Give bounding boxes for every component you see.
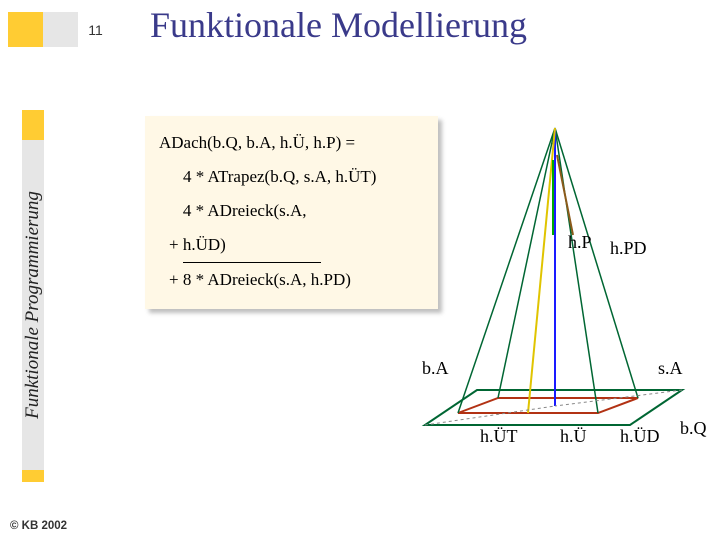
- edge-2: [555, 128, 598, 413]
- base-inner: [458, 398, 638, 413]
- slide-number: 11: [78, 12, 113, 47]
- formula-box: ADach(b.Q, b.A, h.Ü, h.P) = 4 * ATrapez(…: [145, 116, 438, 309]
- lbl-bA: b.A: [422, 358, 449, 378]
- lbl-hPD: h.PD: [610, 238, 647, 258]
- lbl-bQ: b.Q: [680, 418, 707, 438]
- copyright-footer: © KB 2002: [10, 520, 67, 532]
- sidebar-accent-bottom: [22, 470, 44, 482]
- corner-color-b: [43, 12, 78, 47]
- hPD-mark: [557, 155, 573, 235]
- lbl-hUE: h.Ü: [560, 426, 587, 446]
- lbl-sA: s.A: [658, 358, 683, 378]
- formula-line-3: + 4 * ADreieck(s.A, h.ÜD): [159, 194, 424, 263]
- corner-color-a: [8, 12, 43, 47]
- lbl-hP: h.P: [568, 232, 592, 252]
- page-title: Funktionale Modellierung: [150, 4, 527, 46]
- sidebar-accent-top: [22, 110, 44, 140]
- height-hUET: [528, 128, 555, 413]
- guide-1: [425, 406, 555, 425]
- edge-1: [458, 128, 555, 413]
- sidebar-label: Funktionale Programmierung: [22, 140, 44, 470]
- slide-number-block: 11: [8, 12, 113, 47]
- lbl-hUET: h.ÜT: [480, 426, 518, 446]
- edge-4: [555, 128, 638, 398]
- formula-line-2: 4 * ATrapez(b.Q, s.A, h.ÜT): [159, 160, 424, 194]
- edge-3: [498, 128, 555, 398]
- formula-line-1: ADach(b.Q, b.A, h.Ü, h.P) =: [159, 126, 424, 160]
- roof-diagram: h.P h.PD b.A s.A h.ÜT h.Ü h.ÜD b.Q: [420, 120, 710, 450]
- formula-line-4: + 8 * ADreieck(s.A, h.PD): [159, 263, 424, 297]
- lbl-hUED: h.ÜD: [620, 426, 660, 446]
